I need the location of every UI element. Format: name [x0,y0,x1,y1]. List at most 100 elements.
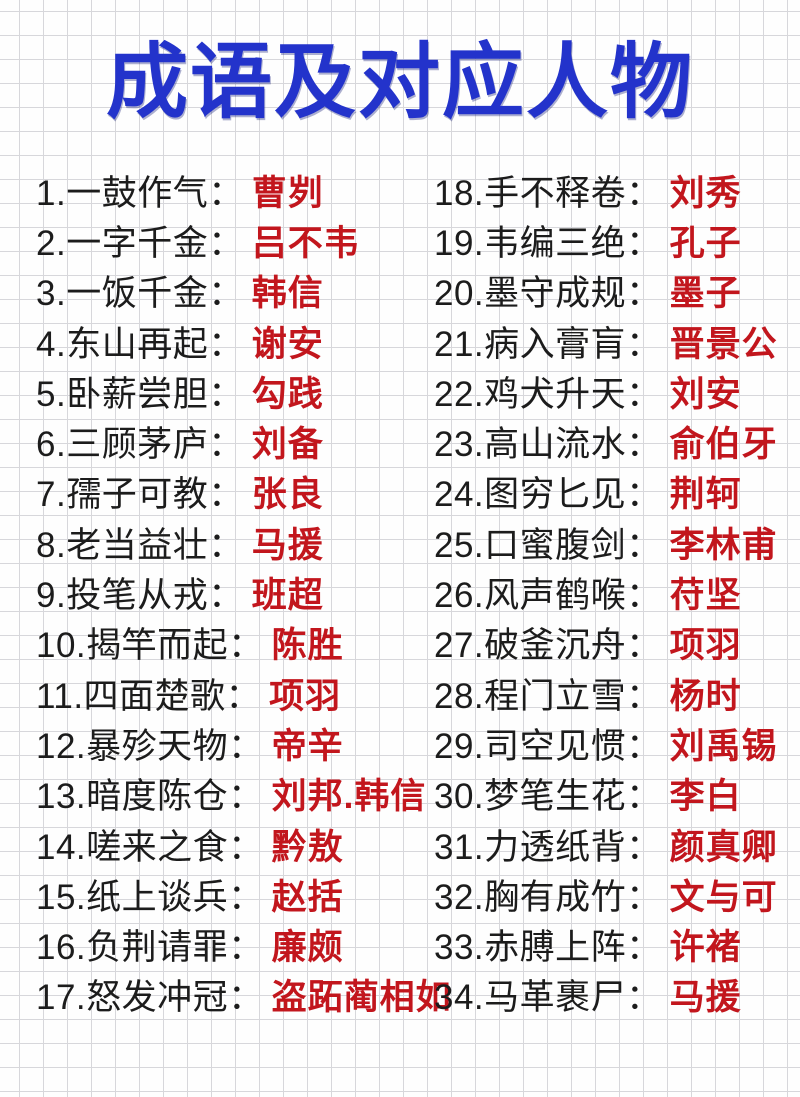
idiom-label: 19.韦编三绝： [434,224,662,263]
idiom-label: 29.司空见惯： [434,726,662,766]
idiom-label: 1.一鼓作气： [36,173,244,213]
person-name: 项羽 [269,676,342,716]
list-item: 25.口蜜腹剑： 李林甫 [434,517,800,567]
person-name: 李林甫 [669,525,778,565]
idiom-label: 21.病入膏肓： [434,324,662,364]
list-item: 21.病入膏肓： 晋景公 [434,316,800,366]
list-item: 19.韦编三绝： 孔子 [434,215,800,265]
person-name: 孔子 [669,224,742,263]
list-item: 28.程门立雪： 杨时 [434,668,800,718]
list-item: 24.图穷匕见： 荆轲 [434,467,800,517]
idiom-list-left: 1.一鼓作气： 曹刿 2.一字千金： 吕不韦 3.一饭千金： 韩信 4.东山再起… [0,165,451,1020]
person-name: 黔敖 [271,827,344,867]
list-item: 23.高山流水： 俞伯牙 [434,417,800,467]
list-item: 31.力透纸背： 颜真卿 [434,819,800,869]
idiom-label: 9.投笔从戎： [36,576,244,616]
idiom-label: 23.高山流水： [434,425,662,465]
idiom-label: 6.三顾茅庐： [36,425,244,465]
list-item: 9.投笔从戎： 班超 [36,567,400,617]
list-item: 17.怒发冲冠： 盗跖蔺相如 [36,970,451,1020]
list-item: 27.破釜沉舟： 项羽 [434,618,800,668]
idiom-label: 15.纸上谈兵： [36,877,264,917]
idiom-label: 14.嗟来之食： [36,827,264,867]
person-name: 刘禹锡 [669,726,778,766]
idiom-label: 33.赤膊上阵： [434,928,662,968]
list-item: 13.暗度陈仓： 刘邦.韩信 [36,769,425,819]
person-name: 苻坚 [669,576,742,616]
person-name: 赵括 [271,877,344,917]
list-item: 34.马革裹尸： 马援 [434,970,800,1020]
person-name: 刘邦.韩信 [271,777,427,817]
list-item: 12.暴殄天物： 帝辛 [36,718,400,768]
person-name: 马援 [669,978,742,1018]
idiom-label: 28.程门立雪： [434,676,662,716]
idiom-label: 11.四面楚歌： [36,676,262,716]
list-item: 20.墨守成规： 墨子 [434,266,800,316]
idiom-label: 13.暗度陈仓： [36,777,264,817]
list-item: 22.鸡犬升天： 刘安 [434,366,800,416]
list-item: 30.梦笔生花： 李白 [434,769,800,819]
list-item: 16.负荆请罪： 廉颇 [36,920,400,970]
list-item: 10.揭竿而起： 陈胜 [36,618,400,668]
idiom-list-right: 18.手不释卷： 刘秀 19.韦编三绝： 孔子 20.墨守成规： 墨子 21.病… [400,165,800,1020]
list-item: 29.司空见惯： 刘禹锡 [434,718,800,768]
page-title: 成语及对应人物 [105,37,694,128]
person-name: 盗跖蔺相如 [271,978,452,1018]
idiom-label: 27.破釜沉舟： [434,626,662,666]
idiom-label: 20.墨守成规： [434,274,662,314]
person-name: 项羽 [669,626,742,666]
list-item: 11.四面楚歌： 项羽 [36,668,400,718]
person-name: 韩信 [251,274,324,314]
list-item: 7.孺子可教： 张良 [36,467,400,517]
list-item: 18.手不释卷： 刘秀 [434,165,800,215]
list-item: 15.纸上谈兵： 赵括 [36,869,400,919]
idiom-label: 12.暴殄天物： [36,726,264,766]
person-name: 勾践 [251,374,324,414]
person-name: 许褚 [669,928,742,968]
idiom-label: 16.负荆请罪： [36,928,264,968]
person-name: 曹刿 [251,173,324,213]
idiom-label: 18.手不释卷： [434,173,662,213]
person-name: 杨时 [669,676,742,716]
person-name: 刘安 [669,374,742,414]
idiom-label: 17.怒发冲冠： [36,978,264,1018]
list-item: 8.老当益壮： 马援 [36,517,400,567]
list-item: 4.东山再起： 谢安 [36,316,400,366]
list-item: 5.卧薪尝胆： 勾践 [36,366,400,416]
idiom-label: 2.一字千金： [36,224,244,263]
person-name: 俞伯牙 [669,425,778,465]
idiom-label: 26.风声鹤喉： [434,576,662,616]
idiom-label: 10.揭竿而起： [36,626,264,666]
person-name: 张良 [251,475,324,515]
person-name: 颜真卿 [669,827,778,867]
idiom-label: 32.胸有成竹： [434,877,662,917]
person-name: 帝辛 [271,726,344,766]
idiom-label: 30.梦笔生花： [434,777,662,817]
list-item: 1.一鼓作气： 曹刿 [36,165,400,215]
person-name: 谢安 [251,324,324,364]
list-item: 14.嗟来之食： 黔敖 [36,819,400,869]
person-name: 李白 [669,777,742,817]
idiom-label: 3.一饭千金： [36,274,244,314]
person-name: 荆轲 [669,475,742,515]
person-name: 刘秀 [669,173,742,213]
person-name: 文与可 [669,877,778,917]
idiom-label: 5.卧薪尝胆： [36,374,244,414]
list-item: 33.赤膊上阵： 许褚 [434,920,800,970]
idiom-label: 22.鸡犬升天： [434,374,662,414]
list-item: 26.风声鹤喉： 苻坚 [434,567,800,617]
person-name: 晋景公 [669,324,778,364]
person-name: 刘备 [251,425,324,465]
person-name: 马援 [251,525,324,565]
idiom-label: 24.图穷匕见： [434,475,662,515]
list-item: 32.胸有成竹： 文与可 [434,869,800,919]
person-name: 廉颇 [271,928,344,968]
idiom-label: 25.口蜜腹剑： [434,525,662,565]
idiom-columns: 1.一鼓作气： 曹刿 2.一字千金： 吕不韦 3.一饭千金： 韩信 4.东山再起… [0,165,800,1020]
idiom-label: 4.东山再起： [36,324,244,364]
person-name: 墨子 [669,274,742,314]
person-name: 吕不韦 [251,224,360,263]
person-name: 陈胜 [271,626,344,666]
idiom-label: 8.老当益壮： [36,525,244,565]
idiom-label: 7.孺子可教： [36,475,244,515]
